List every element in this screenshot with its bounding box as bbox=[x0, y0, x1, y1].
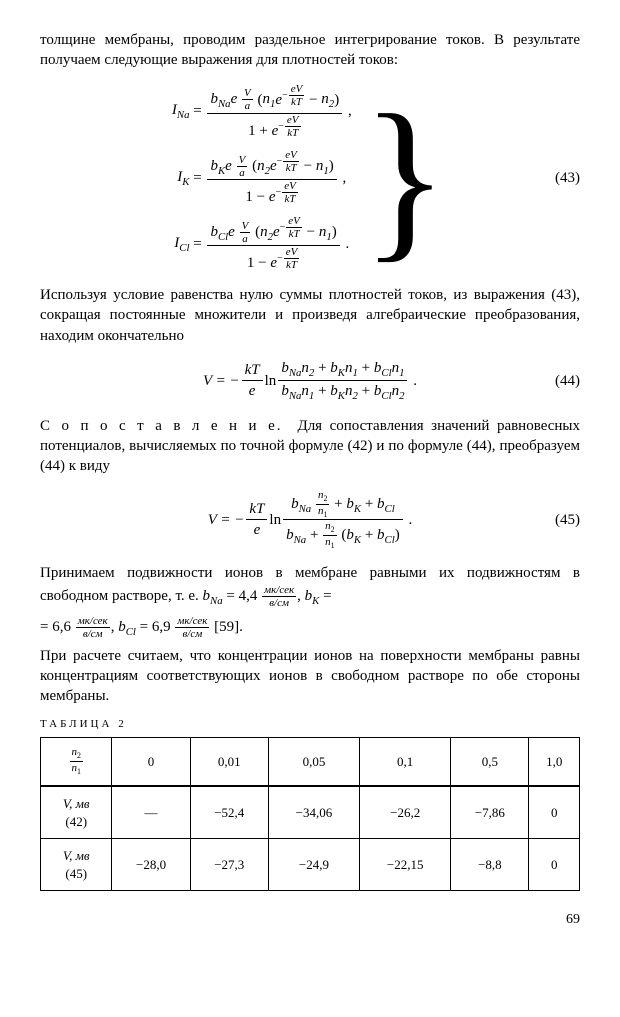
right-brace-icon: } bbox=[362, 133, 448, 223]
eq-number-44: (44) bbox=[555, 371, 580, 391]
cell: −24,9 bbox=[268, 839, 359, 891]
equation-44: V = − kTe ln bNan2 + bKn1 + bCln1 bNan1 … bbox=[40, 358, 580, 404]
paragraph-2: Используя условие равенства нулю суммы п… bbox=[40, 285, 580, 346]
cell: −22,15 bbox=[360, 839, 451, 891]
paragraph-5: При расчете считаем, что концентрации ио… bbox=[40, 646, 580, 707]
equation-45: V = − kTe ln bNa n2n1 + bK + bCl bNa + n… bbox=[40, 489, 580, 552]
paragraph-4b: = 6,6 мк/секв/см, bCl = 6,9 мк/секв/см [… bbox=[40, 615, 580, 640]
table-label: ТАБЛИЦА 2 bbox=[40, 717, 580, 732]
cell: 0 bbox=[529, 786, 580, 839]
cell: −7,86 bbox=[451, 786, 529, 839]
paragraph-3: С о п о с т а в л е н и е. Для сопоставл… bbox=[40, 416, 580, 477]
table-header-row: n2 n1 0 0,01 0,05 0,1 0,5 1,0 bbox=[41, 738, 580, 786]
header-col-4: 0,5 bbox=[451, 738, 529, 786]
row2-label: V, мв(45) bbox=[41, 839, 112, 891]
cell: −52,4 bbox=[190, 786, 268, 839]
page-number: 69 bbox=[40, 911, 580, 930]
paragraph-4: Принимаем подвижности ионов в мембране р… bbox=[40, 563, 580, 608]
cell: 0 bbox=[529, 839, 580, 891]
cell: — bbox=[112, 786, 190, 839]
header-col-2: 0,05 bbox=[268, 738, 359, 786]
eq-number-43: (43) bbox=[555, 168, 580, 188]
table-row: V, мв(45) −28,0 −27,3 −24,9 −22,15 −8,8 … bbox=[41, 839, 580, 891]
cell: −28,0 bbox=[112, 839, 190, 891]
cell: −34,06 bbox=[268, 786, 359, 839]
header-col-5: 1,0 bbox=[529, 738, 580, 786]
table-2: n2 n1 0 0,01 0,05 0,1 0,5 1,0 V, мв(42) … bbox=[40, 737, 580, 891]
equation-43: INa = bNae Va (n1e−eVkT − n2) 1 + e−eVkT… bbox=[40, 83, 580, 274]
cell: −27,3 bbox=[190, 839, 268, 891]
paragraph-1: толщине мембраны, проводим раздельное ин… bbox=[40, 30, 580, 71]
table-row: V, мв(42) — −52,4 −34,06 −26,2 −7,86 0 bbox=[41, 786, 580, 839]
row1-label: V, мв(42) bbox=[41, 786, 112, 839]
header-ratio: n2 n1 bbox=[41, 738, 112, 786]
header-col-0: 0 bbox=[112, 738, 190, 786]
cell: −26,2 bbox=[360, 786, 451, 839]
cell: −8,8 bbox=[451, 839, 529, 891]
eq-number-45: (45) bbox=[555, 510, 580, 530]
header-col-3: 0,1 bbox=[360, 738, 451, 786]
header-col-1: 0,01 bbox=[190, 738, 268, 786]
